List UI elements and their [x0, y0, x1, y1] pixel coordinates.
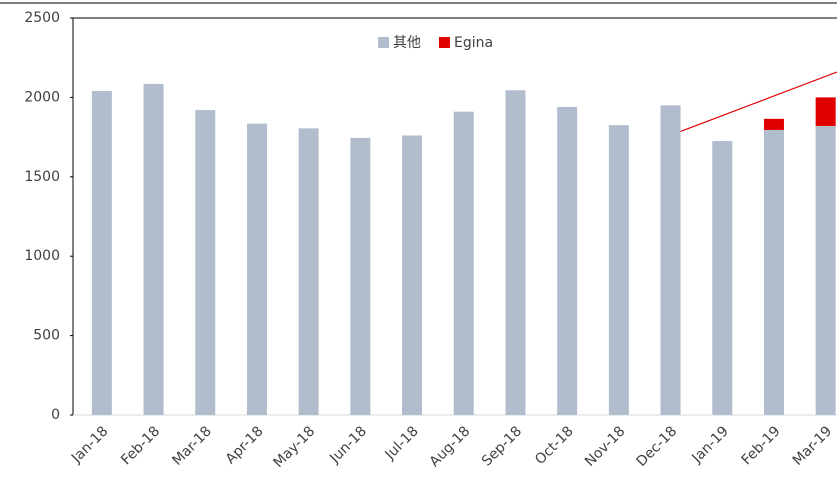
bar-segment — [712, 141, 733, 415]
x-tick-label: Jul-18 — [382, 423, 422, 463]
legend: 其他 Egina — [378, 35, 493, 51]
x-tick-label: Dec-18 — [634, 423, 681, 470]
legend-label: Egina — [454, 35, 493, 51]
y-tick-label: 2000 — [24, 89, 60, 105]
bar-segment — [453, 111, 474, 415]
legend-swatch — [378, 37, 389, 48]
x-tick-label: Apr-18 — [223, 423, 267, 467]
bar-segment — [246, 123, 267, 416]
bar-segment — [608, 125, 629, 415]
bar-segment — [195, 110, 216, 415]
y-tick-label: 500 — [33, 328, 60, 344]
x-tick-label: Jan-19 — [688, 423, 731, 466]
x-tick-label: Feb-19 — [739, 423, 784, 468]
bar-segment — [815, 125, 836, 415]
y-tick-label: 2500 — [24, 10, 60, 26]
y-tick-label: 1500 — [24, 169, 60, 185]
y-tick-label: 0 — [51, 407, 60, 423]
bar-segment — [660, 105, 681, 415]
x-tick-label: Sep-18 — [479, 423, 525, 469]
bar-segment — [402, 135, 423, 415]
x-tick-label: Nov-18 — [582, 423, 629, 470]
trend-arrow — [665, 71, 837, 138]
x-tick-label: May-18 — [271, 423, 319, 471]
bar-segment — [91, 91, 112, 415]
bar-segment — [143, 83, 164, 415]
bar-segment — [815, 97, 836, 126]
bar-segment — [298, 128, 319, 415]
bar-segment — [505, 90, 526, 415]
y-tick-label: 1000 — [24, 248, 60, 264]
x-tick-label: Jun-18 — [326, 423, 370, 467]
x-tick-label: Mar-18 — [169, 423, 215, 469]
bar-segment — [763, 129, 784, 416]
x-tick-label: Aug-18 — [427, 423, 474, 470]
x-tick-label: Jan-18 — [68, 423, 111, 466]
x-tick-label: Mar-19 — [790, 423, 836, 469]
bar-segment — [557, 106, 578, 415]
legend-swatch — [439, 37, 450, 48]
x-tick-label: Oct-18 — [532, 423, 577, 468]
bar-segment — [350, 137, 371, 416]
x-tick-label: Feb-18 — [118, 423, 163, 468]
legend-label: 其他 — [393, 35, 421, 51]
bar-segment — [763, 118, 784, 130]
